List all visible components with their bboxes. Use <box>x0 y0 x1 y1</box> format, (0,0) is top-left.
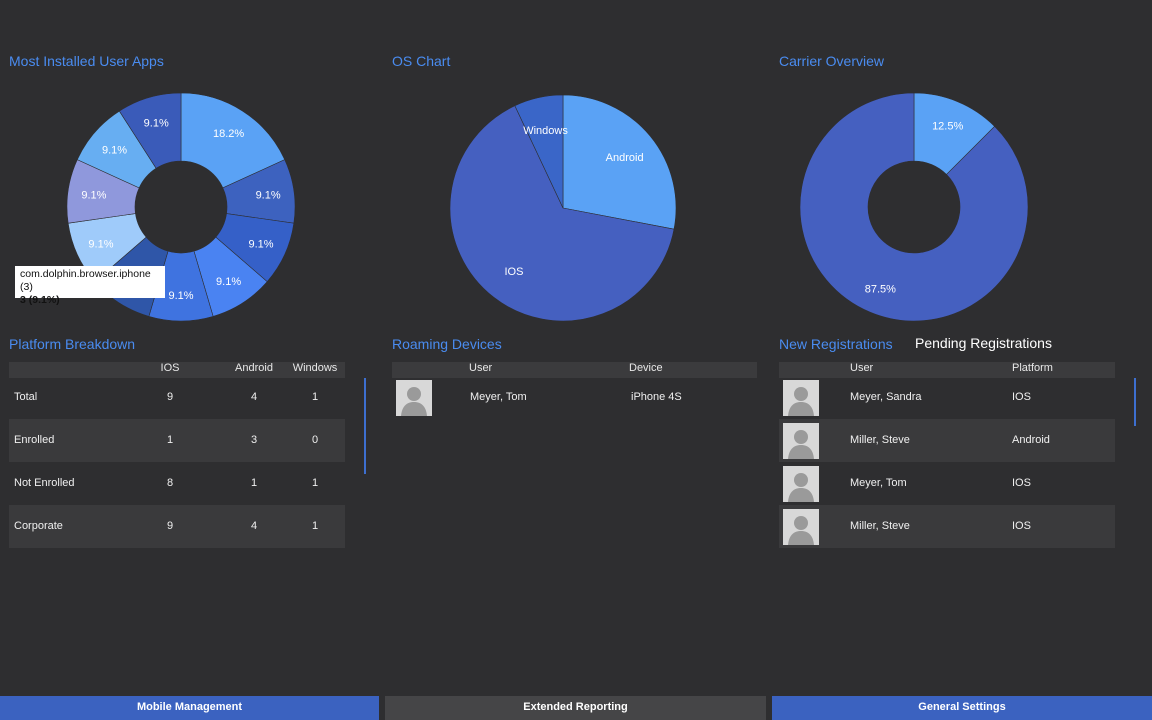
registration-platform: IOS <box>1012 391 1031 403</box>
table-row[interactable]: Enrolled 1 3 0 <box>9 419 345 462</box>
slice-label: 12.5% <box>932 121 963 133</box>
row-label: Total <box>14 391 38 403</box>
cell-windows: 1 <box>311 391 319 403</box>
roaming-user: Meyer, Tom <box>470 391 527 403</box>
slice-label: 9.1% <box>249 239 274 251</box>
row-label: Enrolled <box>14 434 55 446</box>
person-icon <box>783 509 819 545</box>
platform-table-header: IOS Android Windows <box>9 362 345 378</box>
table-row[interactable]: Miller, Steve Android <box>779 419 1115 462</box>
cell-android: 4 <box>250 520 258 532</box>
os-pie-chart[interactable]: Android IOS Windows <box>380 80 750 330</box>
slice-label: 9.1% <box>256 189 281 201</box>
cell-ios: 9 <box>166 520 174 532</box>
slice-label: 18.2% <box>213 128 244 140</box>
tab-new-registrations[interactable]: New Registrations <box>779 336 893 352</box>
slice-label: 9.1% <box>144 118 169 130</box>
avatar <box>783 380 819 416</box>
tab-pending-registrations[interactable]: Pending Registrations <box>915 335 1052 351</box>
column-header-device[interactable]: Device <box>629 362 663 374</box>
panel-title-os-chart: OS Chart <box>392 53 451 69</box>
chart-tooltip: com.dolphin.browser.iphone (3) 3 (9.1%) <box>15 266 165 306</box>
cell-windows: 1 <box>311 520 319 532</box>
slice-label: 87.5% <box>865 283 896 295</box>
table-row[interactable]: Corporate 9 4 1 <box>9 505 345 548</box>
pie-slice[interactable] <box>449 105 675 322</box>
table-row[interactable]: Meyer, Tom iPhone 4S <box>392 376 757 419</box>
registrations-scrollbar-thumb[interactable] <box>1134 378 1136 426</box>
extended-reporting-button[interactable]: Extended Reporting <box>385 696 766 720</box>
column-header-user[interactable]: User <box>469 362 493 374</box>
person-icon <box>783 380 819 416</box>
pie-slice[interactable] <box>562 94 677 230</box>
registration-platform: Android <box>1012 434 1050 446</box>
registration-user: Meyer, Sandra <box>850 391 922 403</box>
pie-slice[interactable] <box>514 94 564 209</box>
panel-title-carrier: Carrier Overview <box>779 53 885 69</box>
carrier-donut-chart[interactable]: 12.5% 87.5% <box>770 80 1140 330</box>
slice-label: IOS <box>504 266 523 278</box>
platform-scrollbar-thumb[interactable] <box>364 378 366 474</box>
slice-label: Android <box>606 152 644 164</box>
cell-ios: 9 <box>166 391 174 403</box>
slice-label: 9.1% <box>88 239 113 251</box>
cell-android: 1 <box>250 477 258 489</box>
table-row[interactable]: Not Enrolled 8 1 1 <box>9 462 345 505</box>
panel-title-top-apps: Most Installed User Apps <box>9 53 164 69</box>
slice-label: 9.1% <box>168 290 193 302</box>
panel-title-roaming: Roaming Devices <box>392 336 502 352</box>
column-header-windows[interactable]: Windows <box>292 362 338 374</box>
cell-android: 3 <box>250 434 258 446</box>
person-icon <box>783 466 819 502</box>
roaming-device: iPhone 4S <box>631 391 682 403</box>
person-icon <box>396 380 432 416</box>
avatar <box>396 380 432 416</box>
tooltip-value: 3 (9.1%) <box>20 294 60 306</box>
person-icon <box>783 423 819 459</box>
avatar <box>783 509 819 545</box>
cell-android: 4 <box>250 391 258 403</box>
slice-label: 9.1% <box>216 276 241 288</box>
mobile-management-button[interactable]: Mobile Management <box>0 696 379 720</box>
column-header-user[interactable]: User <box>850 362 874 374</box>
cell-ios: 8 <box>166 477 174 489</box>
tooltip-app-name: com.dolphin.browser.iphone (3) <box>20 268 151 293</box>
general-settings-button[interactable]: General Settings <box>772 696 1152 720</box>
table-row[interactable]: Meyer, Sandra IOS <box>779 376 1115 419</box>
column-header-ios[interactable]: IOS <box>160 362 180 374</box>
registration-user: Meyer, Tom <box>850 477 907 489</box>
avatar <box>783 423 819 459</box>
slice-label: Windows <box>523 125 568 137</box>
slice-label: 9.1% <box>102 144 127 156</box>
panel-title-platform: Platform Breakdown <box>9 336 136 352</box>
column-header-platform[interactable]: Platform <box>1012 362 1053 374</box>
pie-slice[interactable] <box>180 92 286 189</box>
column-header-android[interactable]: Android <box>235 362 273 374</box>
table-row[interactable]: Meyer, Tom IOS <box>779 462 1115 505</box>
slice-label: 9.1% <box>81 189 106 201</box>
row-label: Not Enrolled <box>14 477 75 489</box>
pie-slice[interactable] <box>118 92 182 169</box>
avatar <box>783 466 819 502</box>
cell-ios: 1 <box>166 434 174 446</box>
registration-user: Miller, Steve <box>850 434 910 446</box>
registrations-scrollbar-track[interactable] <box>1134 376 1136 548</box>
row-label: Corporate <box>14 520 63 532</box>
registration-platform: IOS <box>1012 520 1031 532</box>
cell-windows: 1 <box>311 477 319 489</box>
registration-user: Miller, Steve <box>850 520 910 532</box>
table-row[interactable]: Miller, Steve IOS <box>779 505 1115 548</box>
cell-windows: 0 <box>311 434 319 446</box>
table-row[interactable]: Total 9 4 1 <box>9 376 345 419</box>
roaming-table-header: User Device <box>392 362 757 378</box>
registrations-table-header: User Platform <box>779 362 1115 378</box>
pie-slice[interactable] <box>799 92 1029 322</box>
registration-platform: IOS <box>1012 477 1031 489</box>
